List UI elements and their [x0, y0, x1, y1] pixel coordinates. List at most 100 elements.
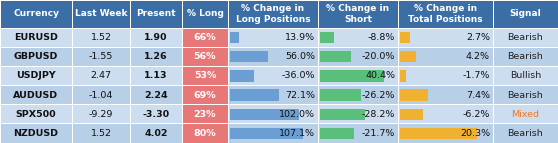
Bar [182, 28, 228, 47]
Text: -3.30: -3.30 [142, 110, 170, 119]
Text: 56.0%: 56.0% [285, 52, 315, 61]
Text: % Long: % Long [186, 9, 223, 18]
Bar [73, 28, 129, 47]
Bar [1, 28, 71, 47]
Text: -26.2%: -26.2% [362, 91, 395, 100]
Bar [400, 128, 477, 139]
Bar [1, 48, 71, 66]
Text: 1.52: 1.52 [90, 33, 112, 42]
Bar [493, 105, 557, 123]
Bar [398, 124, 493, 143]
Text: SPX500: SPX500 [16, 110, 56, 119]
Bar [1, 0, 71, 27]
Text: 80%: 80% [194, 129, 217, 138]
Bar [493, 67, 557, 85]
Text: -1.7%: -1.7% [463, 71, 490, 80]
Bar [182, 67, 228, 85]
Bar [398, 86, 493, 104]
Bar [131, 48, 181, 66]
Bar [182, 124, 228, 143]
Text: Bearish: Bearish [508, 33, 543, 42]
Text: 20.3%: 20.3% [460, 129, 490, 138]
Bar [1, 105, 71, 123]
Bar [73, 48, 129, 66]
Text: 1.26: 1.26 [144, 52, 168, 61]
Text: Last Week: Last Week [75, 9, 127, 18]
Bar [229, 109, 299, 120]
Bar [131, 28, 181, 47]
Bar [398, 105, 493, 123]
Bar [398, 67, 493, 85]
Text: % Change in
Total Positions: % Change in Total Positions [408, 4, 483, 24]
Text: -28.2%: -28.2% [362, 110, 395, 119]
Text: 4.02: 4.02 [145, 129, 168, 138]
Text: GBPUSD: GBPUSD [14, 52, 58, 61]
Text: 2.47: 2.47 [90, 71, 112, 80]
Text: 1.52: 1.52 [90, 129, 112, 138]
Bar [229, 70, 254, 82]
Text: 56%: 56% [194, 52, 217, 61]
Text: AUDUSD: AUDUSD [13, 91, 59, 100]
Bar [1, 67, 71, 85]
Bar [73, 67, 129, 85]
Bar [228, 124, 318, 143]
Text: 69%: 69% [194, 91, 217, 100]
Text: Mixed: Mixed [512, 110, 540, 119]
Text: 23%: 23% [194, 110, 217, 119]
Text: 107.1%: 107.1% [279, 129, 315, 138]
Bar [229, 128, 302, 139]
Bar [131, 105, 181, 123]
Bar [228, 48, 318, 66]
Text: Currency: Currency [13, 9, 59, 18]
Text: Bullish: Bullish [510, 71, 541, 80]
Bar [320, 128, 354, 139]
Text: 13.9%: 13.9% [285, 33, 315, 42]
Bar [398, 48, 493, 66]
Bar [228, 67, 318, 85]
Text: NZDUSD: NZDUSD [13, 129, 59, 138]
Bar [320, 32, 334, 43]
Text: -6.2%: -6.2% [463, 110, 490, 119]
Text: Bearish: Bearish [508, 91, 543, 100]
Text: 1.90: 1.90 [145, 33, 168, 42]
Bar [400, 89, 427, 101]
Bar [319, 105, 397, 123]
Bar [400, 51, 416, 62]
Text: 102.0%: 102.0% [279, 110, 315, 119]
Text: 66%: 66% [194, 33, 217, 42]
Bar [493, 86, 557, 104]
Bar [182, 0, 228, 27]
Text: Bearish: Bearish [508, 52, 543, 61]
Bar [73, 0, 129, 27]
Text: Signal: Signal [509, 9, 541, 18]
Bar [131, 0, 181, 27]
Text: Bearish: Bearish [508, 129, 543, 138]
Bar [319, 67, 397, 85]
Bar [493, 0, 557, 27]
Bar [228, 28, 318, 47]
Text: -1.55: -1.55 [89, 52, 113, 61]
Bar [319, 86, 397, 104]
Bar [73, 124, 129, 143]
Bar [228, 0, 318, 27]
Bar [400, 32, 410, 43]
Bar [398, 28, 493, 47]
Bar [320, 109, 364, 120]
Bar [228, 105, 318, 123]
Bar [73, 86, 129, 104]
Text: 1.13: 1.13 [145, 71, 168, 80]
Text: -36.0%: -36.0% [281, 71, 315, 80]
Bar [320, 89, 362, 101]
Text: % Change in
Short: % Change in Short [326, 4, 389, 24]
Text: EURUSD: EURUSD [14, 33, 58, 42]
Text: -20.0%: -20.0% [362, 52, 395, 61]
Text: 72.1%: 72.1% [285, 91, 315, 100]
Text: Present: Present [136, 9, 176, 18]
Bar [182, 86, 228, 104]
Bar [493, 124, 557, 143]
Bar [319, 28, 397, 47]
Bar [493, 28, 557, 47]
Bar [131, 67, 181, 85]
Text: 2.7%: 2.7% [466, 33, 490, 42]
Text: 53%: 53% [194, 71, 216, 80]
